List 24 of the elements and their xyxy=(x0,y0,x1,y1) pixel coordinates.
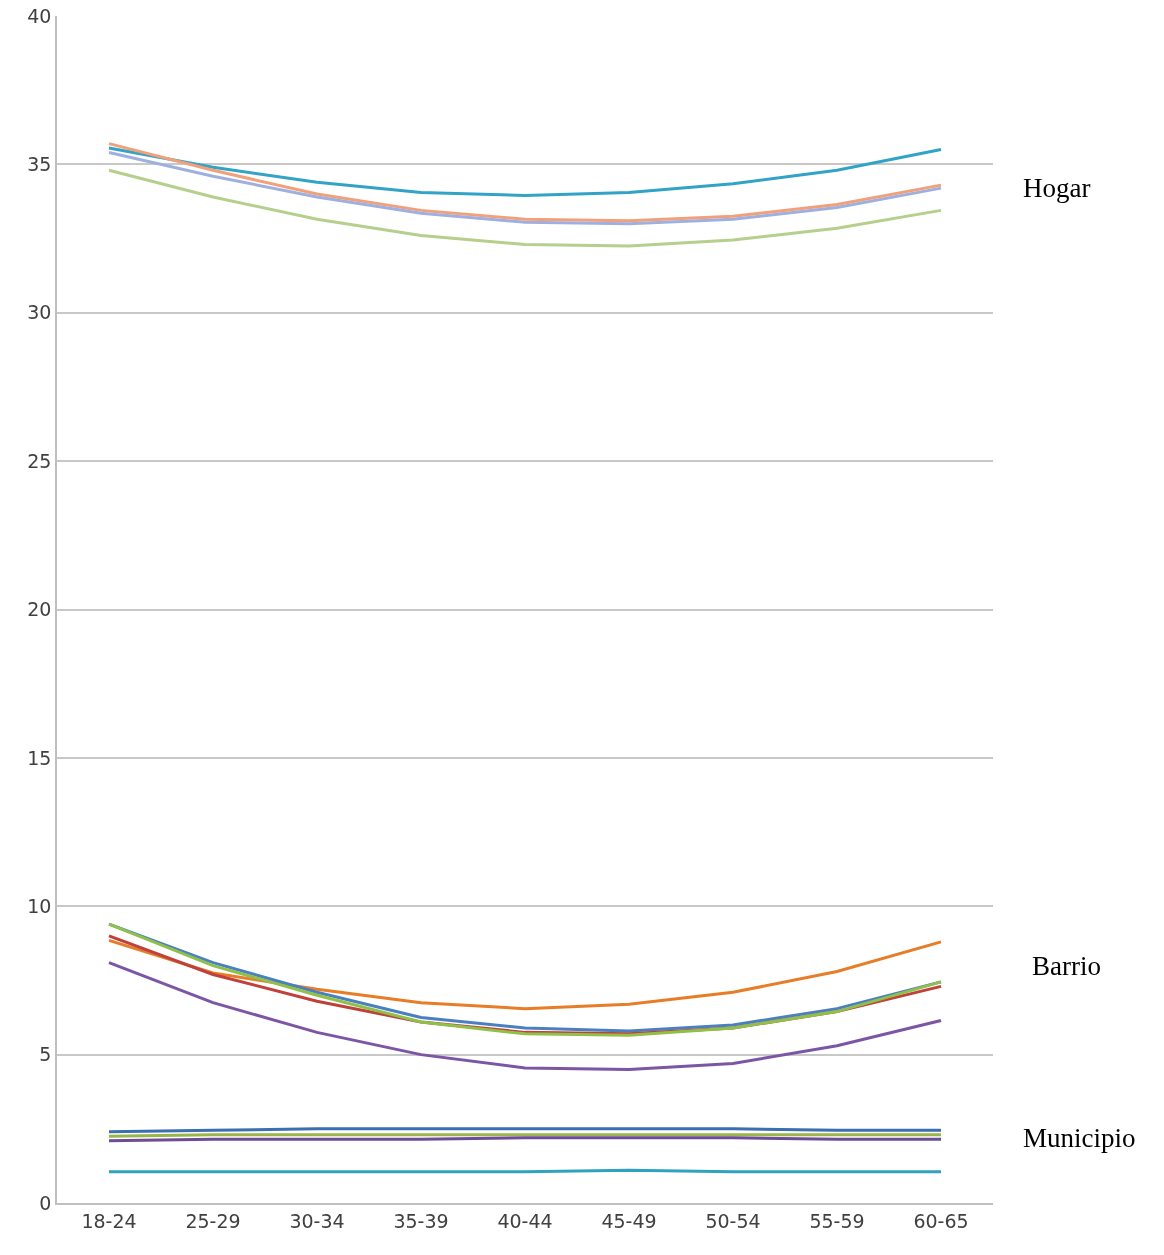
line-series xyxy=(107,961,943,1071)
line-series xyxy=(107,168,943,248)
y-tick-label: 35 xyxy=(27,153,52,176)
y-tick-label: 40 xyxy=(27,4,52,27)
y-tick-label: 5 xyxy=(39,1043,52,1066)
y-tick-label: 25 xyxy=(27,449,52,472)
y-tick-label: 20 xyxy=(27,598,52,621)
y-tick-label: 30 xyxy=(27,301,52,324)
x-tick-label: 50-54 xyxy=(705,1209,761,1232)
x-tick-label: 60-65 xyxy=(913,1209,969,1232)
text: Municipio xyxy=(1023,1123,1136,1153)
x-tick-label: 18-24 xyxy=(81,1209,137,1232)
x-tick-label: 35-39 xyxy=(393,1209,449,1232)
x-tick-label: 55-59 xyxy=(809,1209,865,1232)
y-tick-label: 0 xyxy=(39,1191,52,1214)
text: Barrio xyxy=(1032,951,1101,981)
line-series xyxy=(107,146,943,198)
x-tick-label: 40-44 xyxy=(497,1209,553,1232)
x-tick-label: 30-34 xyxy=(289,1209,345,1232)
x-tick-label: 25-29 xyxy=(185,1209,241,1232)
y-tick-label: 15 xyxy=(27,746,52,769)
text: Hogar xyxy=(1023,173,1091,203)
y-tick-label: 10 xyxy=(27,894,52,917)
x-tick-label: 45-49 xyxy=(601,1209,657,1232)
